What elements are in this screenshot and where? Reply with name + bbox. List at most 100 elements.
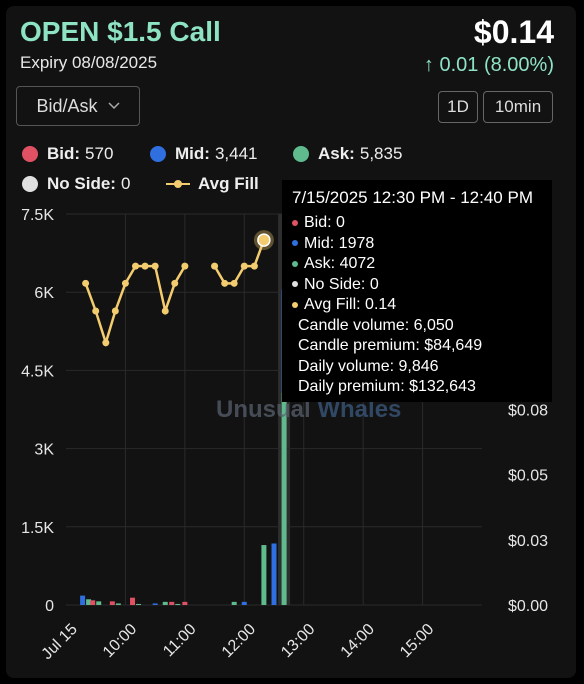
bar-ask — [86, 599, 92, 605]
mid-dot-icon — [292, 240, 298, 247]
legend-bid[interactable]: Bid: 570 — [22, 144, 113, 164]
side-filter-dropdown[interactable]: Bid/Ask — [16, 86, 140, 126]
avg-fill-point — [141, 262, 149, 270]
avg-fill-point — [111, 307, 119, 315]
y-right-tick-label: $0.00 — [508, 598, 548, 615]
mid-dot-icon — [150, 146, 166, 162]
legend-ask-label: Ask: — [318, 144, 355, 163]
y-left-tick-label: 4.5K — [21, 363, 54, 380]
legend-ask[interactable]: Ask: 5,835 — [293, 144, 402, 164]
x-tick-label: 15:00 — [397, 621, 437, 661]
legend-mid[interactable]: Mid: 3,441 — [150, 144, 257, 164]
ask-dot-icon — [292, 260, 298, 267]
bar-bid — [109, 601, 115, 605]
legend-no-side-label: No Side: — [47, 174, 116, 193]
x-tick-label: Jul 15 — [39, 621, 81, 663]
x-tick-label: 12:00 — [219, 621, 259, 661]
bar-ask — [162, 601, 168, 605]
bar-bid — [169, 601, 175, 605]
avg-fill-point — [82, 279, 90, 287]
option-chart-card: OPEN $1.5 Call Expiry 08/08/2025 $0.14 ↑… — [6, 6, 576, 678]
price-change-value: 0.01 (8.00%) — [439, 54, 554, 76]
y-right-tick-label: $0.08 — [508, 403, 548, 420]
avg-fill-line — [84, 264, 186, 348]
avg-fill-point — [211, 262, 219, 270]
avg-fill-point — [221, 279, 229, 287]
bar-mid — [152, 603, 158, 605]
avg-fill-point — [240, 262, 248, 270]
avg-fill-point — [151, 262, 159, 270]
avg-fill-point — [250, 262, 258, 270]
avg-fill-point — [171, 279, 179, 287]
bar-ask — [136, 603, 142, 605]
contract-title: OPEN $1.5 Call — [20, 16, 221, 47]
bar-ask — [96, 601, 102, 605]
bid-dot-icon — [22, 146, 38, 162]
legend-no-side-value: 0 — [120, 174, 131, 193]
avg-fill-point — [92, 307, 100, 315]
legend-avg-fill[interactable]: Avg Fill — [166, 174, 264, 194]
chart-tooltip: 7/15/2025 12:30 PM - 12:40 PM Bid: 0 Mid… — [282, 180, 552, 402]
bar-ask — [231, 601, 237, 605]
chevron-down-icon — [107, 102, 120, 110]
tooltip-bid: Bid: 0 — [292, 213, 542, 234]
interval-10min-button[interactable]: 10min — [483, 91, 553, 123]
tooltip-mid-text: Mid: 1978 — [304, 234, 375, 252]
bar-bid — [130, 597, 136, 605]
avg-fill-point — [230, 279, 238, 287]
bar-bid — [90, 600, 96, 605]
tooltip-ask-text: Ask: 4072 — [304, 255, 376, 272]
legend-bid-value: 570 — [85, 144, 114, 163]
tooltip-candle-premium: Candle premium: $84,649 — [298, 337, 483, 354]
tooltip-bid-text: Bid: 0 — [304, 214, 345, 231]
bar-mid — [271, 543, 277, 605]
y-left-tick-label: 3K — [34, 442, 54, 459]
avg-fill-dot-icon — [292, 301, 298, 308]
bar-ask — [175, 603, 181, 605]
tooltip-daily-volume: Daily volume: 9,846 — [298, 357, 439, 375]
bar-bid — [182, 601, 188, 605]
x-tick-label: 13:00 — [278, 621, 318, 661]
avg-fill-point — [102, 339, 110, 347]
tooltip-mid: Mid: 1978 — [292, 234, 542, 255]
legend-bid-label: Bid: — [47, 144, 81, 163]
tooltip-ask: Ask: 4072 — [292, 254, 542, 275]
price-change: ↑ 0.01 (8.00%) — [424, 54, 554, 77]
range-1d-button[interactable]: 1D — [438, 91, 478, 123]
no-side-dot-icon — [292, 281, 298, 288]
bar-ask — [281, 392, 287, 605]
tooltip-candle-volume: Candle volume: 6,050 — [298, 316, 454, 334]
expiry-date: Expiry 08/08/2025 — [20, 53, 158, 72]
tooltip-no-side: No Side: 0 — [292, 275, 542, 296]
avg-fill-point — [161, 307, 169, 315]
tooltip-avg-fill: Avg Fill: 0.14 — [292, 295, 542, 316]
tooltip-time: 7/15/2025 12:30 PM - 12:40 PM — [292, 188, 533, 207]
bid-dot-icon — [292, 219, 298, 226]
y-left-tick-label: 6K — [34, 285, 54, 302]
y-left-tick-label: 1.5K — [21, 520, 54, 537]
legend-avg-fill-label: Avg Fill — [198, 174, 259, 193]
legend-mid-value: 3,441 — [214, 144, 258, 163]
legend-ask-value: 5,835 — [359, 144, 403, 163]
side-filter-label: Bid/Ask — [36, 95, 98, 116]
up-arrow-icon: ↑ — [423, 54, 434, 76]
tooltip-no-side-text: No Side: 0 — [304, 275, 379, 293]
bar-mid — [241, 601, 247, 605]
tooltip-avg-fill-text: Avg Fill: 0.14 — [304, 296, 397, 313]
x-tick-label: 14:00 — [338, 621, 378, 661]
bar-ask — [261, 545, 267, 605]
y-right-tick-label: $0.03 — [508, 533, 548, 550]
no-side-dot-icon — [22, 176, 38, 192]
avg-fill-point — [121, 279, 129, 287]
legend-no-side[interactable]: No Side: 0 — [22, 174, 130, 194]
legend-mid-label: Mid: — [175, 144, 210, 163]
bar-mid — [80, 595, 86, 605]
current-price: $0.14 — [473, 14, 554, 50]
y-left-tick-label: 0 — [45, 598, 54, 615]
x-tick-label: 11:00 — [160, 621, 200, 661]
y-left-tick-label: 7.5K — [21, 207, 54, 224]
avg-fill-hover-point — [257, 233, 271, 247]
ask-dot-icon — [293, 146, 309, 162]
x-tick-label: 10:00 — [100, 621, 140, 661]
avg-fill-line-icon — [166, 176, 190, 192]
